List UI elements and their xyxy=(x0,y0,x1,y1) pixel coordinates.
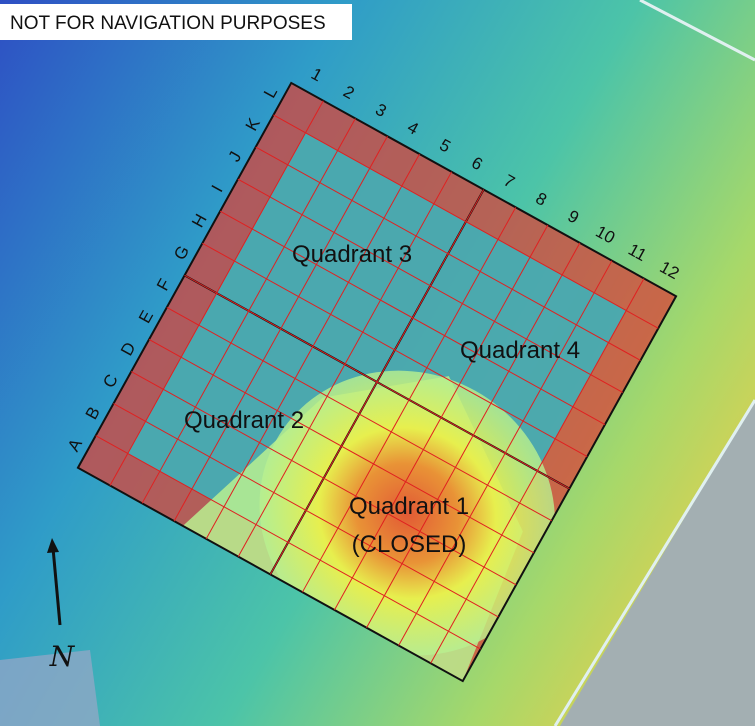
cell-line xyxy=(95,435,481,650)
seafloor-edge xyxy=(0,650,100,726)
quadrant-label: Quadrant 1 xyxy=(349,493,469,520)
quadrant-label: Quadrant 3 xyxy=(292,241,412,268)
banner: NOT FOR NAVIGATION PURPOSES xyxy=(10,13,326,34)
north-arrowhead xyxy=(47,538,59,553)
banner-box xyxy=(0,4,352,40)
cell-line xyxy=(113,403,499,618)
cell-line xyxy=(273,114,659,329)
quadrant-label: Quadrant 4 xyxy=(460,337,580,364)
north-arrow xyxy=(51,547,62,626)
quadrant-note: (CLOSED) xyxy=(352,531,467,558)
cell-line xyxy=(166,306,552,522)
boundary-line xyxy=(639,0,755,62)
boundary-line xyxy=(553,399,755,726)
cell-line xyxy=(184,274,570,490)
cell-line xyxy=(255,146,641,361)
quadrant-label: Quadrant 2 xyxy=(184,407,304,434)
cell-line xyxy=(202,242,588,458)
cell-line xyxy=(148,339,535,554)
cell-line xyxy=(131,371,517,586)
cell-line xyxy=(219,210,606,425)
north-label: N xyxy=(49,640,76,673)
cell-line xyxy=(237,178,623,393)
